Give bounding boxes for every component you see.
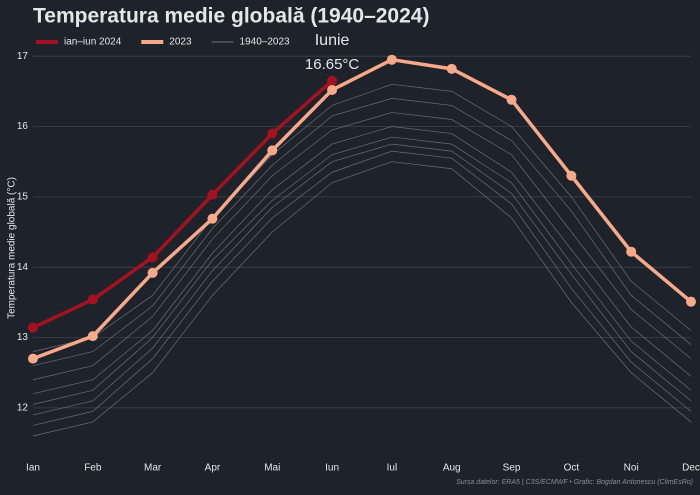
point bbox=[626, 246, 637, 257]
history-line bbox=[32, 98, 692, 367]
x-tick-label: Noi bbox=[624, 463, 639, 474]
series-line bbox=[32, 79, 334, 330]
point bbox=[87, 294, 98, 305]
legend-label: 1940–2023 bbox=[240, 37, 290, 48]
history-line bbox=[32, 83, 692, 352]
x-tick-label: Mar bbox=[144, 463, 162, 474]
y-tick-label: 17 bbox=[17, 51, 29, 62]
history-line bbox=[32, 143, 692, 416]
point bbox=[327, 84, 338, 95]
x-tick-label: Apr bbox=[205, 463, 221, 474]
chart-title: Temperatura medie globală (1940–2024) bbox=[33, 5, 429, 28]
point bbox=[28, 322, 38, 333]
history-line bbox=[32, 150, 692, 426]
legend-label: 2023 bbox=[169, 37, 192, 48]
x-tick-label: Ian bbox=[26, 463, 40, 474]
point bbox=[87, 331, 98, 342]
x-tick-label: Aug bbox=[443, 463, 461, 474]
point bbox=[147, 267, 158, 278]
value-label: 16.65°C bbox=[305, 56, 360, 73]
y-tick-label: 15 bbox=[17, 191, 29, 202]
point bbox=[446, 63, 457, 74]
x-tick-label: Oct bbox=[564, 463, 580, 474]
source: Sursa datelor: ERA5 | C3S/ECMWF • Grafic… bbox=[456, 479, 693, 486]
point bbox=[267, 128, 278, 139]
point bbox=[506, 94, 517, 105]
y-tick-label: 12 bbox=[17, 403, 29, 414]
point bbox=[207, 189, 218, 200]
x-tick-label: Iul bbox=[387, 463, 398, 474]
annotation: Iunie bbox=[315, 32, 350, 49]
point bbox=[566, 170, 577, 181]
x-tick-label: Feb bbox=[84, 463, 102, 474]
y-tick-label: 13 bbox=[17, 332, 29, 343]
point bbox=[28, 353, 38, 364]
series-line bbox=[32, 57, 693, 361]
history-line bbox=[32, 112, 692, 381]
point bbox=[147, 252, 158, 263]
y-tick-label: 14 bbox=[17, 262, 29, 273]
x-tick-label: Iun bbox=[325, 463, 339, 474]
x-tick-label: Sep bbox=[503, 463, 521, 474]
y-axis-label: Temperatura medie globală (°C) bbox=[7, 177, 18, 319]
history-line bbox=[32, 136, 692, 405]
x-tick-label: Mai bbox=[264, 463, 280, 474]
legend-label: ian–iun 2024 bbox=[64, 37, 122, 48]
point bbox=[386, 54, 397, 65]
history-line bbox=[32, 126, 692, 395]
history-line bbox=[32, 161, 692, 437]
point bbox=[267, 145, 278, 156]
point bbox=[686, 296, 696, 307]
x-tick-label: Dec bbox=[682, 463, 700, 474]
point bbox=[207, 213, 218, 224]
point bbox=[327, 75, 338, 86]
y-tick-label: 16 bbox=[17, 121, 29, 132]
